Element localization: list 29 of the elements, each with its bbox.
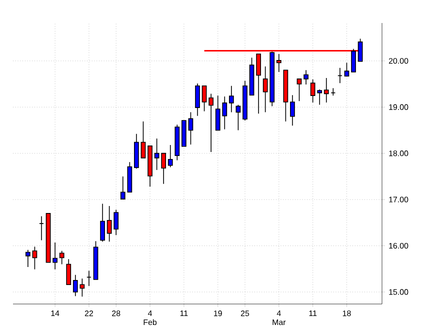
candlestick xyxy=(195,83,200,116)
candlestick xyxy=(188,112,194,145)
candlestick xyxy=(168,144,173,168)
candlestick xyxy=(140,121,146,158)
candlestick xyxy=(344,62,350,77)
candlestick xyxy=(228,85,234,113)
candlestick xyxy=(202,85,207,112)
candlestick xyxy=(72,274,78,297)
candlestick xyxy=(236,104,241,131)
candlestick xyxy=(161,152,166,184)
candlestick xyxy=(358,38,363,62)
candlestick xyxy=(351,48,356,72)
candlestick xyxy=(208,93,214,152)
candlestick xyxy=(25,250,30,268)
candlestick xyxy=(32,246,38,270)
candlestick xyxy=(59,250,64,265)
candlestick xyxy=(66,258,72,285)
candlestick xyxy=(100,203,105,242)
candlestick xyxy=(317,89,322,106)
candlestick xyxy=(324,78,329,103)
candlestick xyxy=(296,78,302,102)
candlestick xyxy=(52,242,58,270)
candlestick xyxy=(276,54,282,72)
candlestick xyxy=(80,278,85,298)
candlestick xyxy=(256,54,261,114)
candlestick xyxy=(304,70,308,85)
candlestick xyxy=(310,78,316,103)
candlestick xyxy=(290,94,295,126)
candlestick xyxy=(154,138,160,170)
